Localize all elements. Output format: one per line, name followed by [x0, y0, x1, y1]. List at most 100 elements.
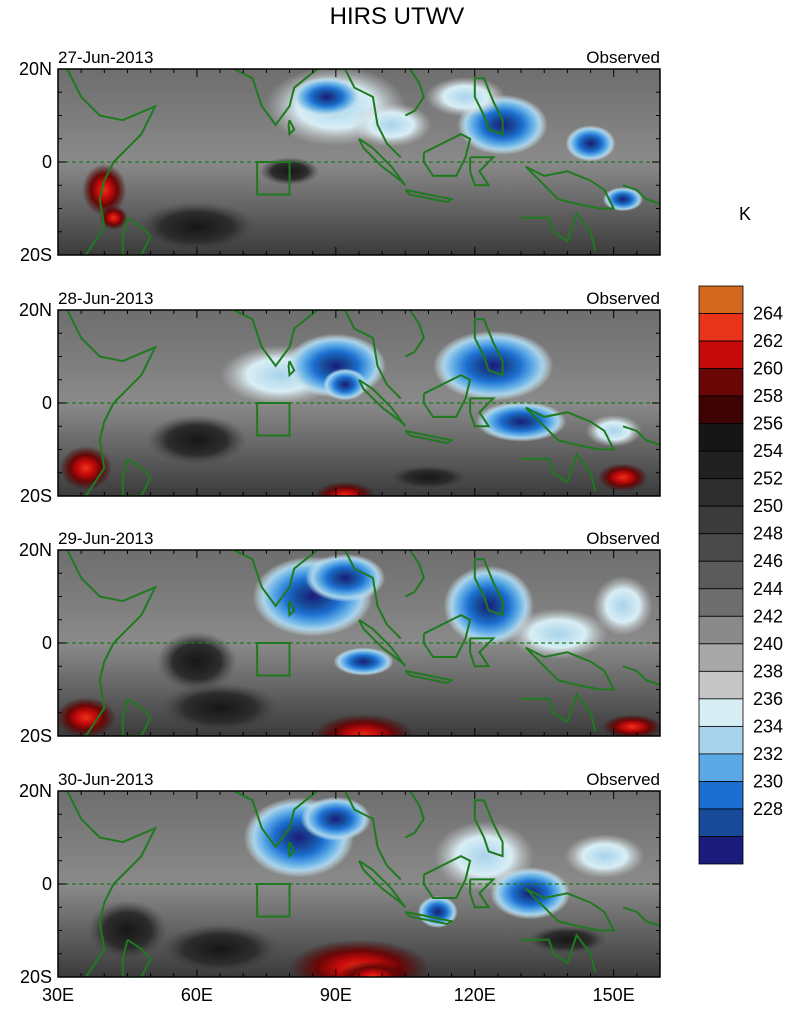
- colorbar-level-label: 232: [753, 744, 783, 764]
- contour-region: [565, 125, 616, 162]
- coastline: [404, 791, 425, 839]
- coastline: [326, 69, 402, 159]
- colorbar-swatch: [698, 615, 744, 645]
- coastline: [622, 665, 660, 686]
- coastline: [473, 77, 504, 136]
- contour-region: [146, 415, 247, 466]
- coastline: [422, 132, 472, 177]
- coastline: [469, 156, 496, 187]
- coastline: [524, 406, 616, 451]
- panel-label: Observed: [586, 770, 660, 789]
- panel-label: Observed: [586, 289, 660, 308]
- colorbar-swatch: [698, 285, 744, 314]
- map-panel: 20N 0 20S 28-Jun-2013 Observed: [19, 289, 661, 506]
- coastline: [521, 691, 597, 732]
- y-tick-label: 20N: [19, 59, 52, 79]
- coastline: [287, 600, 296, 618]
- contour-region: [433, 330, 554, 401]
- panel-label: Observed: [586, 529, 660, 548]
- contour-region: [323, 368, 368, 401]
- map-panel: 20N 0 20S 29-Jun-2013 Observed: [19, 529, 661, 746]
- x-tick-label: 90E: [320, 985, 352, 1005]
- colorbar-level-label: 260: [753, 359, 783, 379]
- coastline: [473, 558, 504, 617]
- colorbar-level-label: 252: [753, 469, 783, 489]
- coastline: [404, 69, 425, 117]
- region-box: [256, 161, 291, 196]
- y-tick-label: 20N: [19, 300, 52, 320]
- y-tick-label: 0: [42, 633, 52, 653]
- colorbar-swatch: [698, 698, 744, 727]
- contour-region: [160, 924, 281, 975]
- coastline: [121, 938, 152, 977]
- colorbar-level-label: 246: [753, 551, 783, 571]
- map-panel: 20N 0 20S 27-Jun-2013 Observed: [19, 48, 661, 265]
- colorbar-swatch: [698, 560, 744, 590]
- colorbar-swatch: [698, 753, 744, 782]
- x-tick-label: 60E: [181, 985, 213, 1005]
- contour-region: [156, 631, 237, 692]
- region-box: [256, 642, 291, 677]
- coastline: [622, 425, 660, 446]
- contour-region: [300, 796, 371, 841]
- coastline: [326, 310, 402, 400]
- colorbar-swatch: [698, 505, 744, 535]
- coastline: [469, 397, 496, 428]
- coastline: [358, 859, 407, 908]
- coastline: [358, 618, 407, 667]
- colorbar-level-label: 236: [753, 689, 783, 709]
- coastline: [469, 878, 496, 909]
- coastline: [622, 906, 660, 927]
- colorbar-swatch: [698, 588, 744, 617]
- contour-region: [82, 163, 127, 216]
- colorbar-swatch: [698, 395, 744, 425]
- contour-region: [508, 608, 609, 659]
- colorbar-swatch: [698, 808, 744, 837]
- colorbar-swatch: [698, 368, 744, 397]
- colorbar-level-label: 244: [753, 579, 783, 599]
- panel-date: 28-Jun-2013: [58, 289, 153, 308]
- chart-title: HIRS UTWV: [330, 3, 465, 30]
- coastline: [233, 550, 318, 608]
- coastline: [404, 910, 455, 926]
- coastline: [404, 429, 455, 445]
- map-panel: 20N 0 20S 30-Jun-2013 Observed: [19, 770, 661, 987]
- coastline: [404, 669, 455, 685]
- colorbar-swatch: [698, 450, 744, 480]
- colorbar-swatch: [698, 423, 744, 452]
- contour-region: [87, 900, 168, 961]
- coastline: [287, 119, 296, 137]
- coastline: [521, 932, 597, 973]
- coastline: [622, 184, 660, 205]
- coastline: [287, 360, 296, 378]
- colorbar-level-label: 248: [753, 524, 783, 544]
- contour-region: [99, 205, 128, 230]
- coastline: [66, 69, 158, 255]
- coastline: [422, 854, 472, 899]
- x-tick-label: 120E: [454, 985, 496, 1005]
- coastline: [469, 637, 496, 668]
- contour-region: [315, 482, 376, 496]
- y-tick-label: 0: [42, 393, 52, 413]
- colorbar-level-label: 264: [753, 304, 783, 324]
- x-tick-label: 150E: [593, 985, 635, 1005]
- coastline: [521, 451, 597, 492]
- coastline: [121, 697, 152, 736]
- coastline: [66, 550, 158, 736]
- region-box: [256, 402, 291, 437]
- contour-region: [597, 463, 648, 492]
- coastline: [233, 310, 318, 368]
- colorbar-level-label: 262: [753, 331, 783, 351]
- coastline: [524, 165, 616, 210]
- coastline: [524, 887, 616, 932]
- coastline: [287, 841, 296, 859]
- contour-region: [58, 697, 116, 736]
- coastline: [121, 216, 152, 255]
- colorbar-level-label: 258: [753, 386, 783, 406]
- colorbar-level-label: 228: [753, 799, 783, 819]
- contour-region: [564, 834, 645, 879]
- contour-region: [425, 76, 506, 117]
- contour-region: [59, 446, 112, 491]
- coastline: [404, 550, 425, 598]
